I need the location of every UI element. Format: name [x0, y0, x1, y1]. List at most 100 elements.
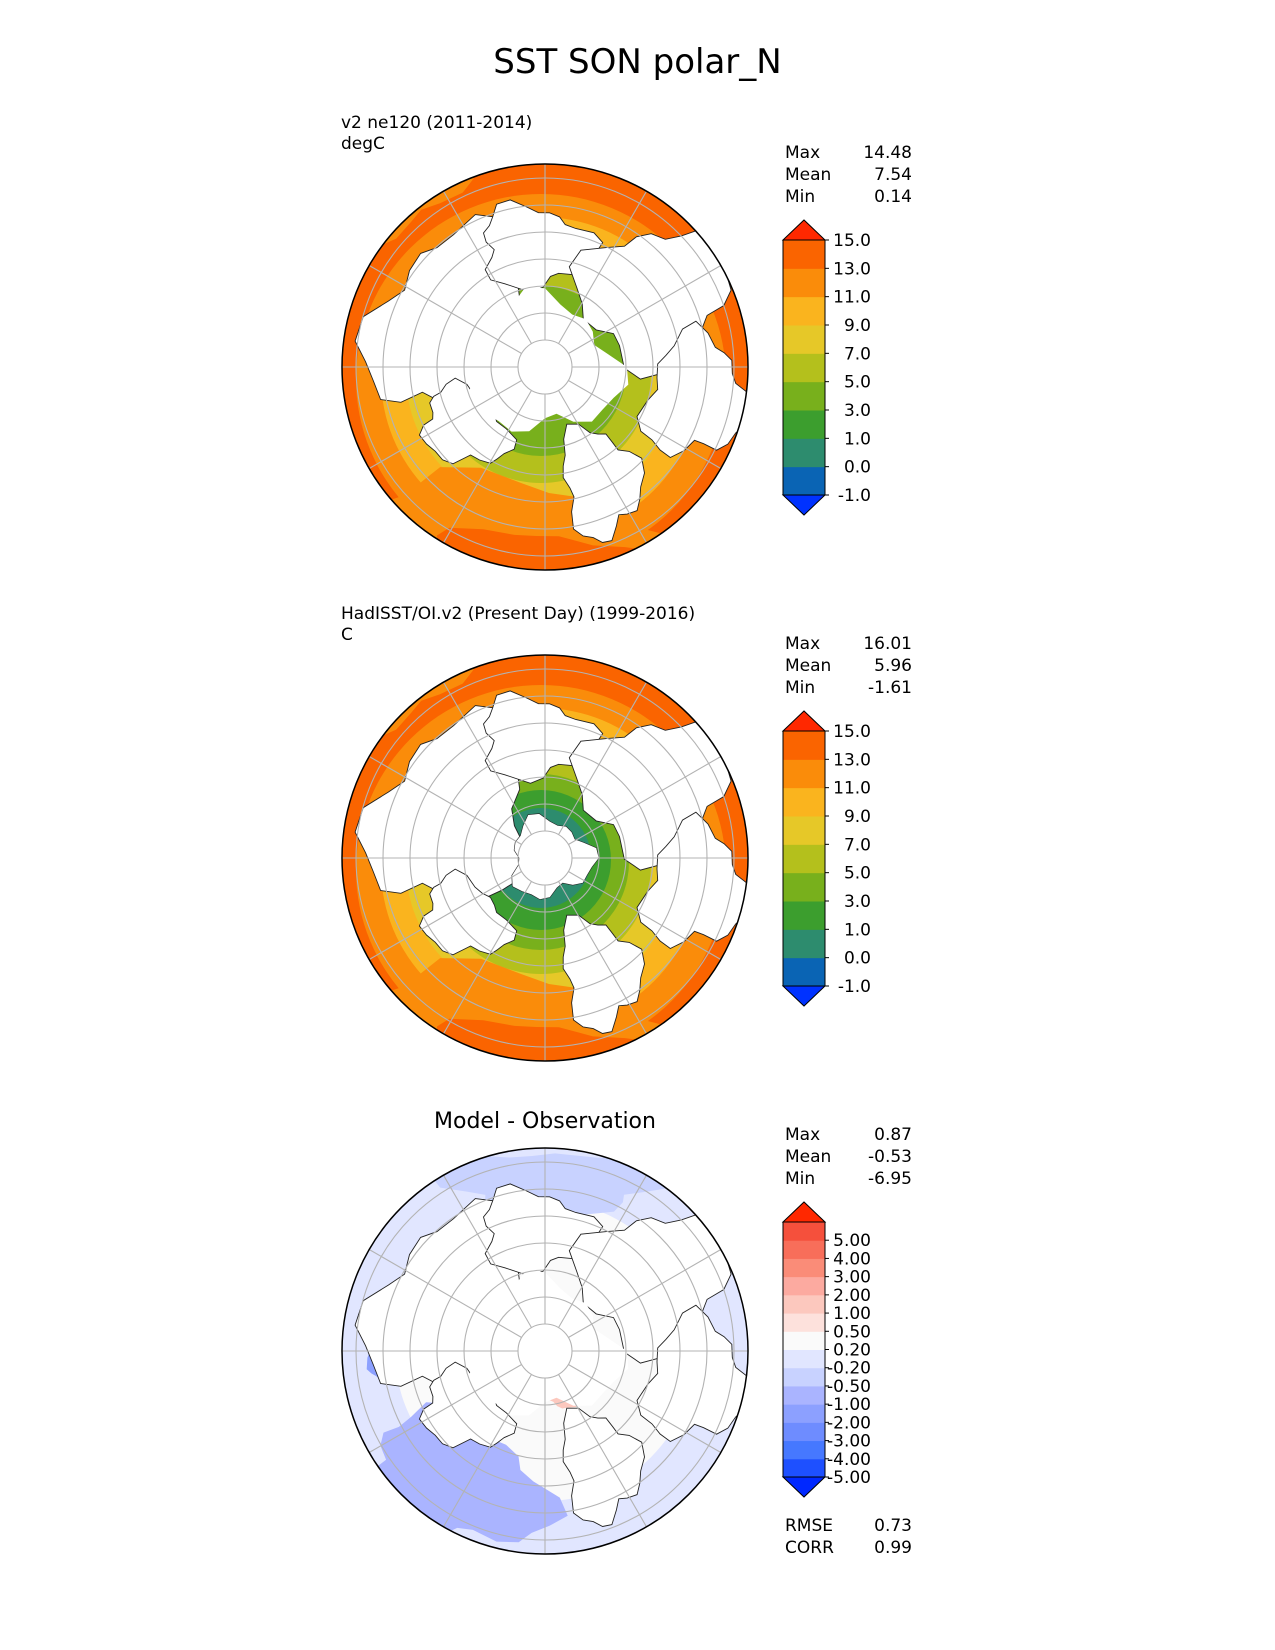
colorbar-tick-label: 11.0 [833, 779, 871, 799]
colorbar-bin [783, 1276, 825, 1296]
colorbar-tick-label: -3.00 [827, 1432, 871, 1452]
stat-row-mean: Mean -0.53 [785, 1146, 912, 1168]
colorbar-tick-label: 3.0 [844, 401, 871, 421]
colorbar-tick-label: -0.50 [827, 1377, 871, 1397]
colorbar-extend-max [781, 1201, 827, 1223]
colorbar-bin [783, 731, 825, 760]
colorbar-tick-label: 11.0 [833, 288, 871, 308]
colorbar-bin [783, 929, 825, 959]
colorbar-bin [783, 1458, 825, 1478]
colorbar-bin [783, 759, 825, 789]
meridian-line [443, 1174, 532, 1328]
arctic-mask [468, 1271, 629, 1416]
arctic-ice [511, 813, 600, 900]
colorbar-tick-label: 5.0 [844, 373, 871, 393]
arctic-mask [468, 287, 629, 432]
colorbar-tick-label: 1.00 [833, 1304, 871, 1324]
colorbar-bin [783, 240, 825, 269]
colorbar-bin [783, 787, 825, 817]
sst-band-atlantic-warm [429, 1018, 663, 1061]
metric-row-corr: CORR 0.99 [785, 1537, 912, 1559]
meridian-line [558, 390, 647, 544]
stat-label: Min [785, 187, 816, 207]
colorbar-bin [783, 1313, 825, 1332]
colorbar-tick-label: 5.00 [833, 1231, 871, 1251]
meridian-line [368, 265, 522, 354]
map-boundary [341, 163, 749, 571]
meridian-line [568, 265, 722, 354]
colorbar-bin [783, 1222, 825, 1241]
stat-label: Mean [785, 1147, 832, 1167]
colorbar-tick-label: -4.00 [827, 1450, 871, 1470]
metric-row-rmse: RMSE 0.73 [785, 1515, 912, 1537]
colorbar-bin [783, 1240, 825, 1259]
colorbar-bin [783, 1294, 825, 1314]
colorbar-tick-label: -1.00 [827, 1395, 871, 1415]
stat-row-max: Max 0.87 [785, 1124, 912, 1146]
colorbar-bin [783, 410, 825, 439]
metric-label: CORR [785, 1538, 834, 1558]
colorbar-tick-label: -1.0 [838, 977, 871, 997]
colorbar-tick-label: 15.0 [833, 231, 871, 251]
colorbar-bin [783, 872, 825, 902]
colorbar-bin [783, 1349, 825, 1369]
panel2-stats: Max 16.01 Mean 5.96 Min -1.61 [785, 633, 912, 699]
land-mass [418, 868, 518, 956]
colorbar-bin [783, 296, 825, 326]
colorbar-tick-label: 7.0 [844, 344, 871, 364]
stat-value: -1.61 [868, 678, 912, 698]
colorbar-tick-label: -2.00 [827, 1413, 871, 1433]
land-mass [636, 1304, 748, 1443]
meridian-line [443, 390, 532, 544]
colorbar-extend-min [781, 985, 827, 1007]
colorbar-tick-label: 1.0 [844, 920, 871, 940]
stat-value: -0.53 [868, 1147, 912, 1167]
stat-row-mean: Mean 7.54 [785, 164, 912, 186]
meridian-line [568, 871, 722, 960]
colorbar-bin [783, 268, 825, 298]
stat-row-max: Max 16.01 [785, 633, 912, 655]
colorbar-tick-label: -5.00 [827, 1468, 871, 1488]
stat-row-min: Min 0.14 [785, 186, 912, 208]
figure-title: SST SON polar_N [493, 42, 782, 82]
colorbar-tick-label: 13.0 [833, 750, 871, 770]
metric-label: RMSE [785, 1516, 834, 1536]
sst-band-atlantic-warm [429, 527, 663, 570]
panel1-stats: Max 14.48 Mean 7.54 Min 0.14 [785, 142, 912, 208]
colorbar-bin [783, 844, 825, 874]
stat-row-max: Max 14.48 [785, 142, 912, 164]
stat-label: Max [785, 634, 821, 654]
colorbar-frame [782, 239, 826, 496]
colorbar-tick-label: -1.0 [838, 486, 871, 506]
land-mass [562, 1407, 645, 1527]
colorbar-bin [783, 353, 825, 383]
colorbar-extend-min [781, 1476, 827, 1498]
stat-value: 7.54 [874, 165, 912, 185]
meridian-line [443, 190, 532, 344]
stat-label: Max [785, 1125, 821, 1145]
colorbar-bin [783, 325, 825, 354]
map-boundary [341, 1147, 749, 1555]
colorbar-tick-label: 0.0 [844, 949, 871, 969]
stat-value: 0.87 [874, 1125, 912, 1145]
colorbar-bin [783, 957, 825, 987]
colorbar-extend-max [781, 710, 827, 732]
stat-label: Min [785, 678, 816, 698]
colorbar-bin [783, 1331, 825, 1350]
colorbar-bin [783, 816, 825, 845]
meridian-line [558, 881, 647, 1035]
colorbar-tick-label: 13.0 [833, 259, 871, 279]
colorbar-tick-label: 0.0 [844, 458, 871, 478]
map-field [342, 655, 748, 1061]
panel2-title: HadISST/OI.v2 (Present Day) (1999-2016) … [341, 604, 695, 646]
panel1-title-line1: v2 ne120 (2011-2014) [341, 113, 533, 133]
colorbar-tick-label: 0.50 [833, 1322, 871, 1342]
colorbar-tick-label: -0.20 [827, 1359, 871, 1379]
colorbar-bin [783, 1422, 825, 1442]
meridian-line [558, 190, 647, 344]
colorbar-tick-label: 3.00 [833, 1268, 871, 1288]
stat-label: Mean [785, 656, 832, 676]
colorbar-bin [783, 1404, 825, 1423]
stat-row-min: Min -6.95 [785, 1168, 912, 1190]
colorbar-bin [783, 1258, 825, 1278]
